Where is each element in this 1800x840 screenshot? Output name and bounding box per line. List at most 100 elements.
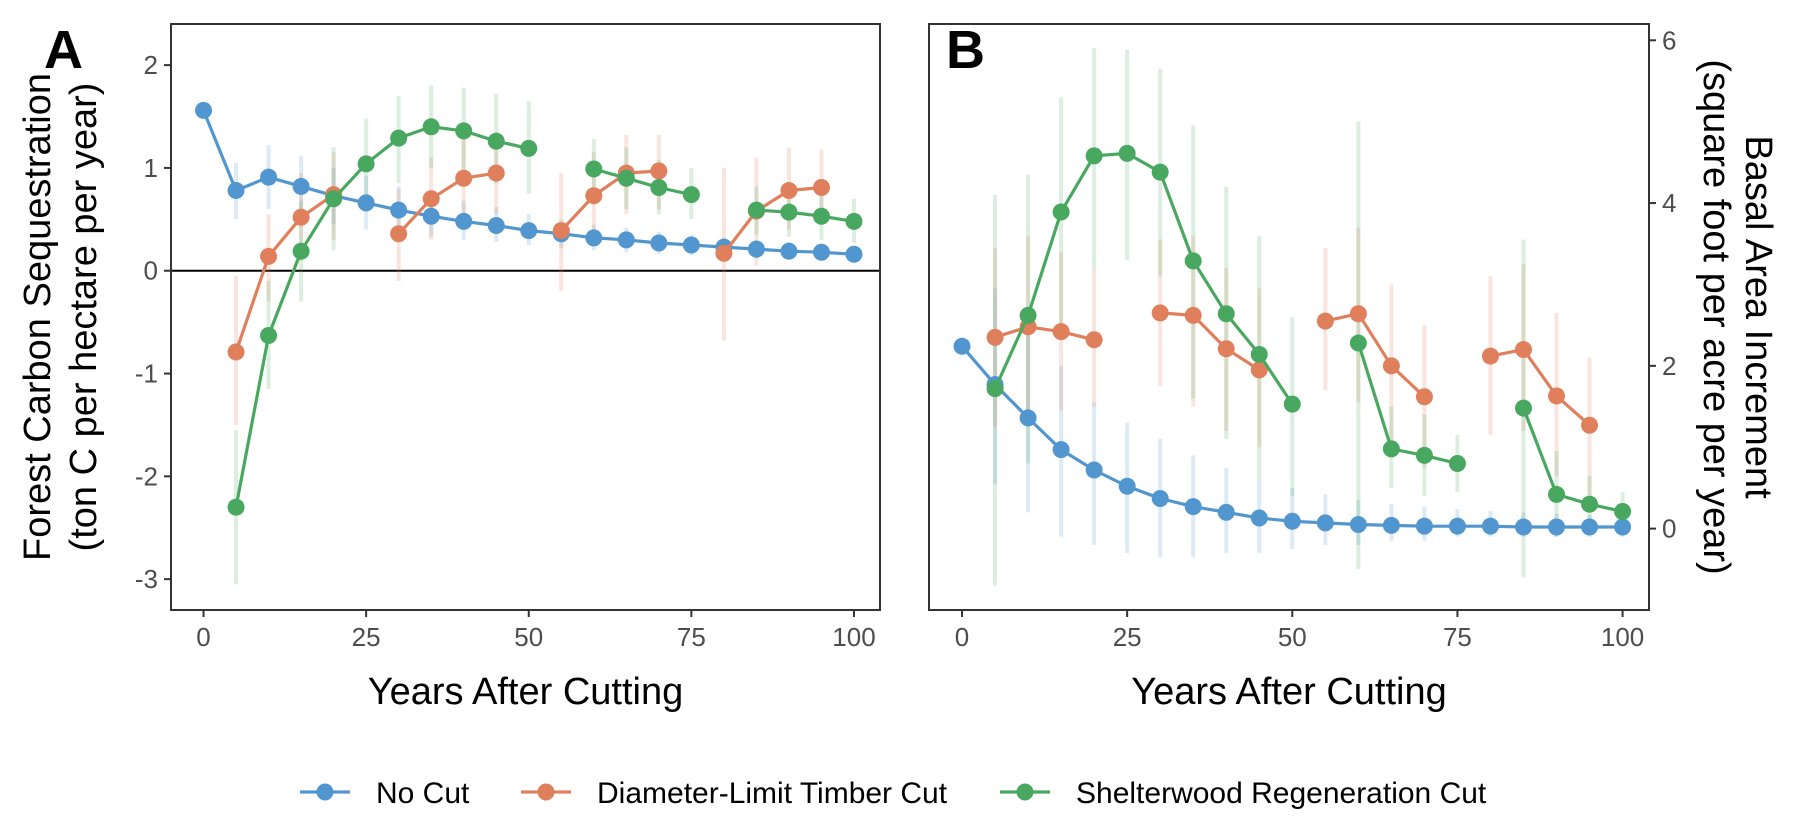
- data-point: [1415, 446, 1433, 464]
- data-point: [986, 328, 1004, 346]
- series-line: [722, 185, 822, 255]
- data-point: [1151, 304, 1169, 322]
- data-point: [1118, 477, 1136, 495]
- data-point: [1151, 489, 1169, 507]
- data-point: [1316, 514, 1334, 532]
- data-point: [455, 122, 473, 140]
- legend-label: No Cut: [376, 777, 470, 810]
- y-tick-label: -1: [135, 359, 158, 389]
- y-tick-label: 6: [1662, 25, 1676, 55]
- legend-item: No Cut: [300, 777, 470, 810]
- y-tick-label: 4: [1662, 188, 1676, 218]
- data-point: [1349, 516, 1367, 534]
- data-point: [1382, 440, 1400, 458]
- data-point: [1548, 485, 1566, 503]
- data-point: [845, 245, 863, 263]
- data-point: [1184, 252, 1202, 270]
- data-point: [390, 129, 408, 147]
- data-point: [1151, 163, 1169, 181]
- series-line: [1324, 312, 1426, 398]
- data-point: [812, 243, 830, 261]
- data-point: [1217, 340, 1235, 358]
- y-tick-label: 2: [144, 50, 158, 80]
- legend-label: Diameter-Limit Timber Cut: [597, 777, 948, 810]
- data-point: [682, 186, 700, 204]
- data-point: [520, 139, 538, 157]
- data-point: [1019, 409, 1037, 427]
- data-point: [292, 242, 310, 260]
- data-point: [1448, 455, 1466, 472]
- data-point: [1581, 416, 1599, 434]
- series-line: [993, 151, 1294, 405]
- x-tick-label: 100: [832, 622, 875, 652]
- legend-marker: [316, 783, 334, 801]
- data-point: [1283, 512, 1301, 530]
- legend-marker: [537, 783, 555, 801]
- legend-label: Shelterwood Regeneration Cut: [1076, 777, 1487, 810]
- legend: No Cut Diameter-Limit Timber Cut Shelterwo…: [300, 777, 1487, 810]
- data-point: [292, 177, 310, 195]
- data-point: [552, 222, 570, 240]
- data-point: [422, 207, 440, 225]
- data-point: [1316, 312, 1334, 330]
- data-point: [422, 190, 440, 208]
- y-tick-label: 1: [144, 153, 158, 183]
- data-point: [747, 240, 765, 258]
- series-line: [560, 169, 659, 232]
- data-point: [1581, 518, 1599, 536]
- data-point: [195, 101, 213, 119]
- data-point: [520, 222, 538, 240]
- data-point: [1448, 517, 1466, 535]
- data-point: [986, 380, 1004, 398]
- data-point: [1514, 341, 1532, 359]
- data-point: [650, 162, 668, 180]
- data-point: [1415, 517, 1433, 535]
- x-tick-label: 100: [1601, 622, 1644, 652]
- x-axis-title: Years After Cutting: [1131, 671, 1446, 713]
- data-point: [1019, 306, 1037, 324]
- data-point: [1217, 503, 1235, 521]
- data-point: [650, 234, 668, 252]
- data-point: [1052, 203, 1070, 221]
- data-point: [357, 155, 375, 173]
- data-point: [1085, 461, 1103, 479]
- legend-item: Shelterwood Regeneration Cut: [1000, 777, 1487, 810]
- data-point: [260, 327, 278, 345]
- data-point: [617, 169, 635, 187]
- x-tick-label: 0: [196, 622, 210, 652]
- y-axis-title-line-1: Forest Carbon Sequestration: [17, 73, 59, 561]
- data-point: [292, 208, 310, 226]
- data-point: [1548, 387, 1566, 405]
- data-point: [1052, 441, 1070, 459]
- panel-border: [928, 23, 1650, 611]
- data-point: [487, 164, 505, 182]
- data-point: [1250, 509, 1268, 527]
- data-point: [1382, 357, 1400, 375]
- legend-marker: [1016, 783, 1034, 801]
- series-line: [994, 325, 1095, 342]
- series-line: [234, 125, 530, 508]
- data-point: [455, 212, 473, 230]
- legend-item: Diameter-Limit Timber Cut: [521, 777, 948, 810]
- data-point: [1052, 323, 1070, 341]
- y-tick-label: 2: [1662, 351, 1676, 381]
- data-point: [780, 242, 798, 260]
- series-line: [756, 208, 855, 223]
- series-line: [1522, 407, 1623, 514]
- data-point: [455, 169, 473, 187]
- x-tick-label: 50: [1278, 622, 1307, 652]
- data-point: [747, 201, 765, 219]
- data-point: [227, 498, 245, 516]
- series-line: [397, 171, 497, 235]
- data-point: [585, 160, 603, 178]
- y-tick-label: 0: [144, 256, 158, 286]
- data-point: [1581, 495, 1599, 513]
- data-point: [487, 132, 505, 150]
- data-point: [1250, 361, 1268, 379]
- y-tick-label: -3: [135, 564, 158, 594]
- x-tick-label: 25: [352, 622, 381, 652]
- y-axis-title-line-2: (square foot per acre per year): [1695, 59, 1737, 574]
- data-point: [1614, 518, 1632, 536]
- x-tick-label: 75: [677, 622, 706, 652]
